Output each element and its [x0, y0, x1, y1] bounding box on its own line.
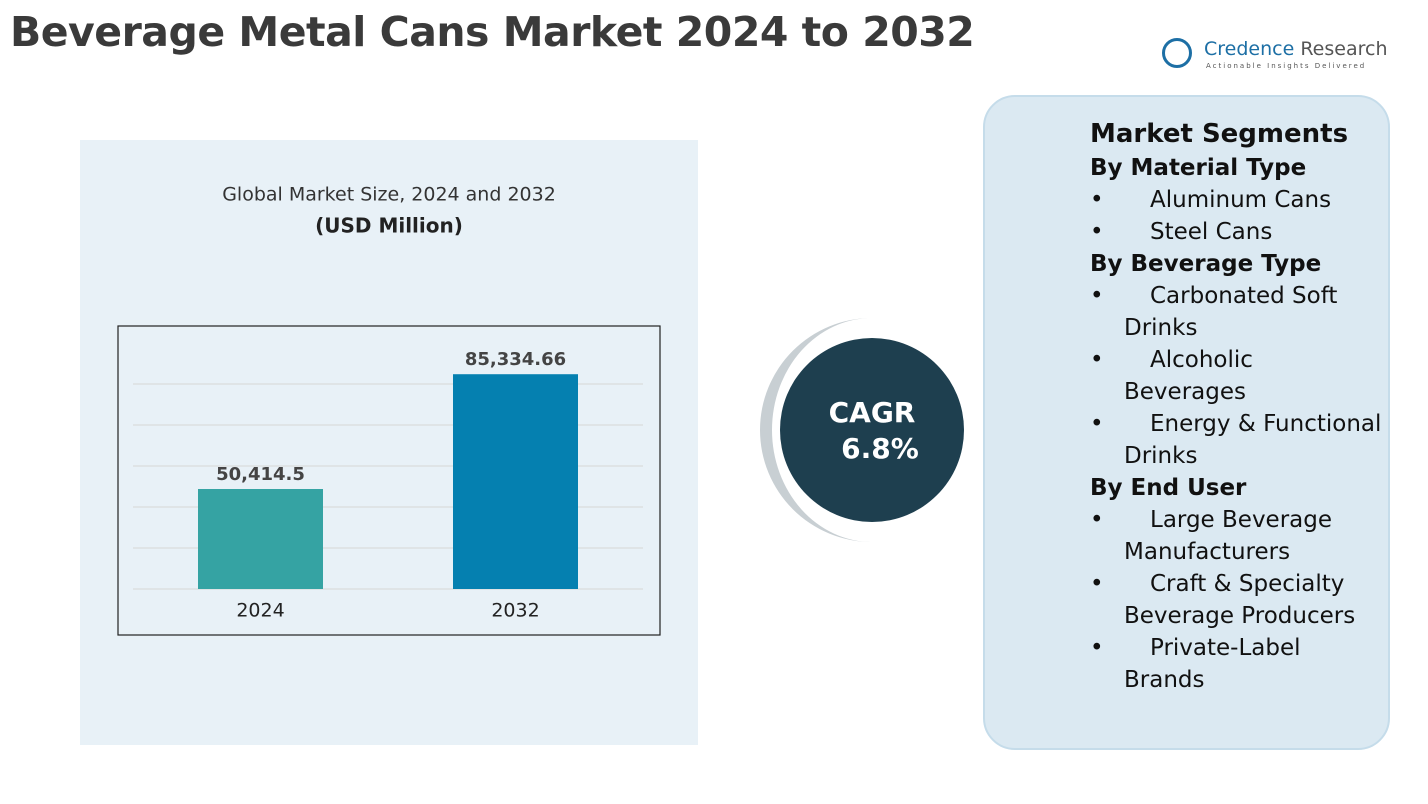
plot-frame: [117, 325, 661, 636]
segment-item-text: Private-Label Brands: [1124, 635, 1301, 693]
segment-item: • Aluminum Cans: [1090, 184, 1382, 216]
segments-title: Market Segments: [1090, 119, 1349, 149]
bullet: •: [1090, 347, 1104, 373]
bullet: •: [1090, 507, 1104, 533]
value-label: 50,414.5: [216, 464, 305, 485]
segment-item: • Steel Cans: [1090, 216, 1382, 248]
bullet: •: [1090, 411, 1104, 437]
segment-heading: By Material Type: [1090, 155, 1307, 181]
cagr-label: CAGR: [829, 396, 916, 429]
x-tick-label: 2024: [236, 600, 284, 622]
value-label: 85,334.66: [465, 349, 566, 370]
cagr-value: 6.8%: [841, 432, 919, 465]
chart-subtitle: (USD Million): [315, 214, 463, 238]
cagr-circle: [780, 338, 964, 522]
segment-item: • Energy & Functional Drinks: [1090, 408, 1382, 472]
logo-name-1: Credence: [1204, 38, 1295, 60]
segment-item: • Alcoholic Beverages: [1090, 344, 1382, 408]
logo-name-2: Research: [1300, 38, 1388, 60]
bullet: •: [1090, 571, 1104, 597]
segment-item: • Large Beverage Manufacturers: [1090, 504, 1382, 568]
bullet: •: [1090, 283, 1104, 309]
segment-item-text: Energy & Functional Drinks: [1124, 411, 1382, 469]
chart-title: Global Market Size, 2024 and 2032: [222, 184, 556, 206]
segment-item-text: Steel Cans: [1150, 219, 1273, 245]
segment-item: • Private-Label Brands: [1090, 632, 1382, 696]
bar: [198, 489, 323, 589]
bullet: •: [1090, 635, 1104, 661]
bullet: •: [1090, 219, 1104, 245]
segment-item-text: Alcoholic Beverages: [1124, 347, 1253, 405]
bullet: •: [1090, 187, 1104, 213]
logo-tagline: Actionable Insights Delivered: [1206, 62, 1367, 70]
segment-item: • Carbonated Soft Drinks: [1090, 280, 1382, 344]
page-title: Beverage Metal Cans Market 2024 to 2032: [10, 8, 975, 56]
segment-item: • Craft & Specialty Beverage Producers: [1090, 568, 1382, 632]
x-tick-label: 2032: [491, 600, 539, 622]
segment-item-text: Craft & Specialty Beverage Producers: [1124, 571, 1356, 629]
segment-item-text: Large Beverage Manufacturers: [1124, 507, 1333, 565]
segment-item-text: Aluminum Cans: [1150, 187, 1332, 213]
logo: Credence Research Actionable Insights De…: [1162, 36, 1402, 76]
segments: Market Segments By Material Type • Aluminu…: [1090, 116, 1382, 696]
segments-panel: [983, 95, 1390, 750]
logo-name: Credence Research: [1204, 38, 1387, 60]
logo-icon: [1162, 38, 1192, 68]
segment-item-text: Carbonated Soft Drinks: [1124, 283, 1338, 341]
segment-heading: By Beverage Type: [1090, 251, 1322, 277]
chart-panel: [80, 140, 698, 745]
segment-heading: By End User: [1090, 475, 1247, 501]
bar: [453, 374, 578, 589]
